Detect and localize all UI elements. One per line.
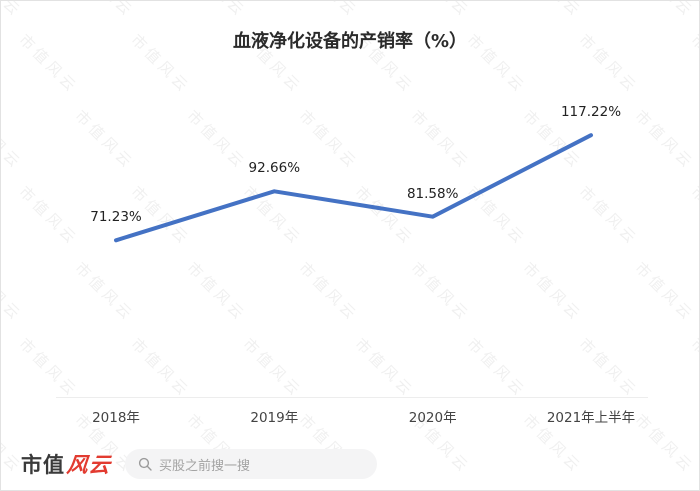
search-bar[interactable]: 买股之前搜一搜 [125,449,377,479]
series-line [114,133,593,243]
footer: 市值 风云 买股之前搜一搜 [1,438,699,490]
line-chart-svg [114,133,593,243]
search-placeholder: 买股之前搜一搜 [159,458,251,474]
logo: 市值 风云 [21,449,113,479]
search-icon [138,457,152,471]
logo-text-fengyun: 风云 [65,453,113,477]
chart-title: 血液净化设备的产销率（%） [232,31,468,52]
logo-text-shizhi: 市值 [21,453,65,477]
x-axis-line [56,397,648,398]
